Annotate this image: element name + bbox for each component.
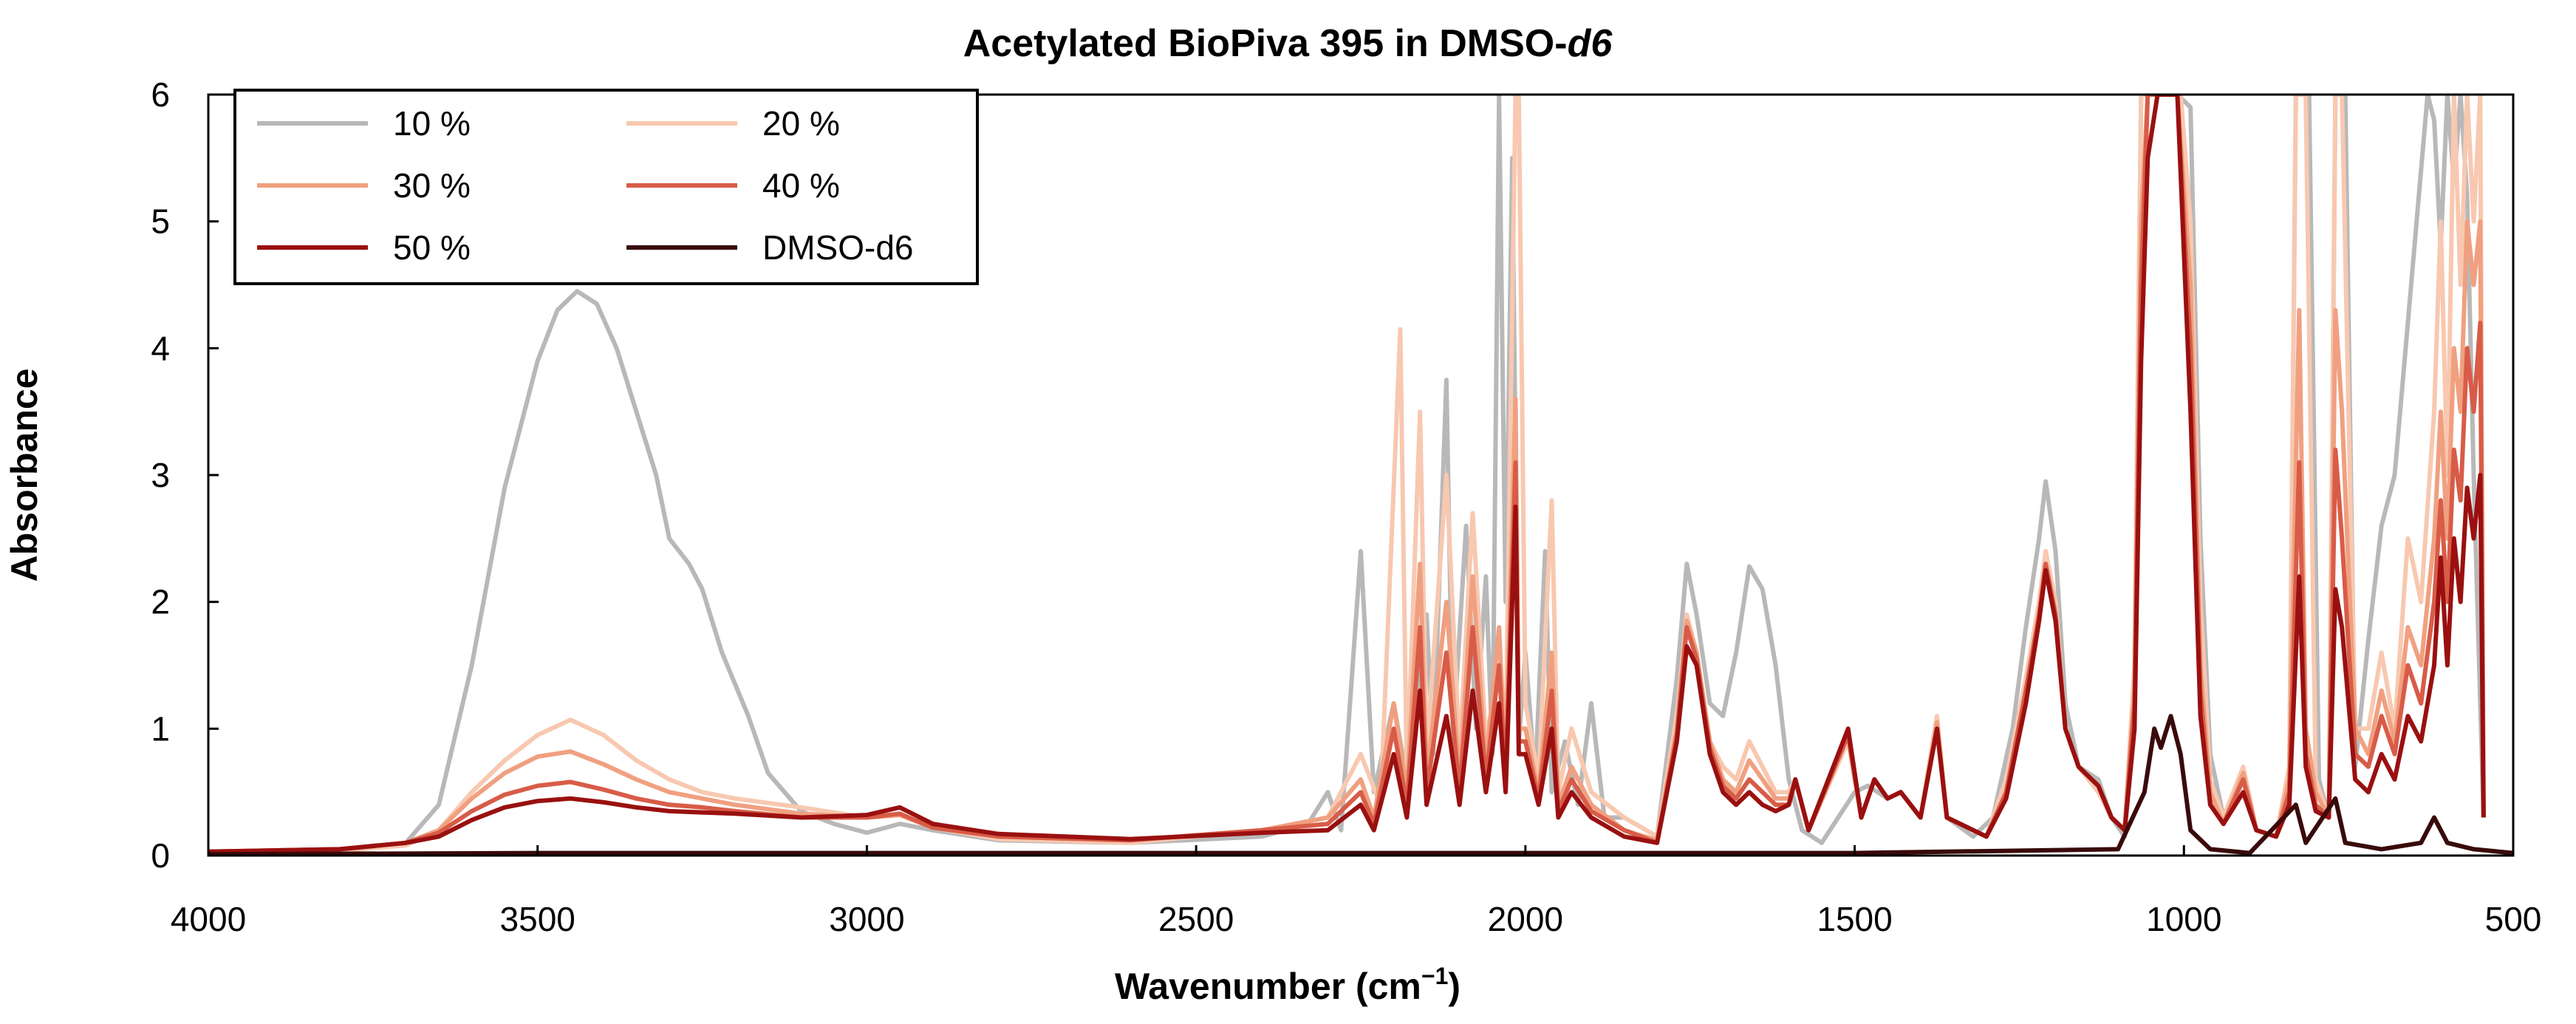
series-layer <box>208 95 2513 856</box>
y-tick-label: 6 <box>151 75 170 114</box>
x-tick-label: 2500 <box>1158 900 1234 938</box>
series-line-50 <box>208 95 2486 854</box>
x-tick-label: 4000 <box>171 900 246 938</box>
x-tick-label: 1500 <box>1817 900 1892 938</box>
legend-label-10: 10 % <box>393 104 471 143</box>
legend-label-50: 50 % <box>393 228 471 267</box>
legend: 10 % 20 % 30 % 40 % 50 % DMSO-d6 <box>233 89 979 285</box>
x-axis-title: Wavenumber (cm−1) <box>1115 963 1460 1007</box>
x-tick-label: 500 <box>2485 900 2542 938</box>
legend-label-dmso-d6: DMSO-d6 <box>762 228 913 267</box>
legend-label-30: 30 % <box>393 166 471 205</box>
y-tick-label: 1 <box>151 709 170 748</box>
axis-ticks: 4000 3500 3000 2500 2000 1500 1000 500 0 1 2 3 4 5 6 <box>151 75 2541 938</box>
x-tick-label: 3000 <box>829 900 904 938</box>
legend-label-20: 20 % <box>762 104 840 143</box>
x-tick-label: 3500 <box>500 900 575 938</box>
y-tick-label: 4 <box>151 329 170 367</box>
y-tick-label: 0 <box>151 836 170 875</box>
chart-title: Acetylated BioPiva 395 in DMSO-d6 <box>963 22 1613 65</box>
y-axis-title: Absorbance <box>4 369 45 582</box>
y-tick-label: 5 <box>151 202 170 241</box>
x-tick-label: 1000 <box>2146 900 2221 938</box>
y-tick-label: 2 <box>151 583 170 621</box>
y-tick-label: 3 <box>151 456 170 494</box>
legend-label-40: 40 % <box>762 166 840 205</box>
x-tick-label: 2000 <box>1488 900 1563 938</box>
